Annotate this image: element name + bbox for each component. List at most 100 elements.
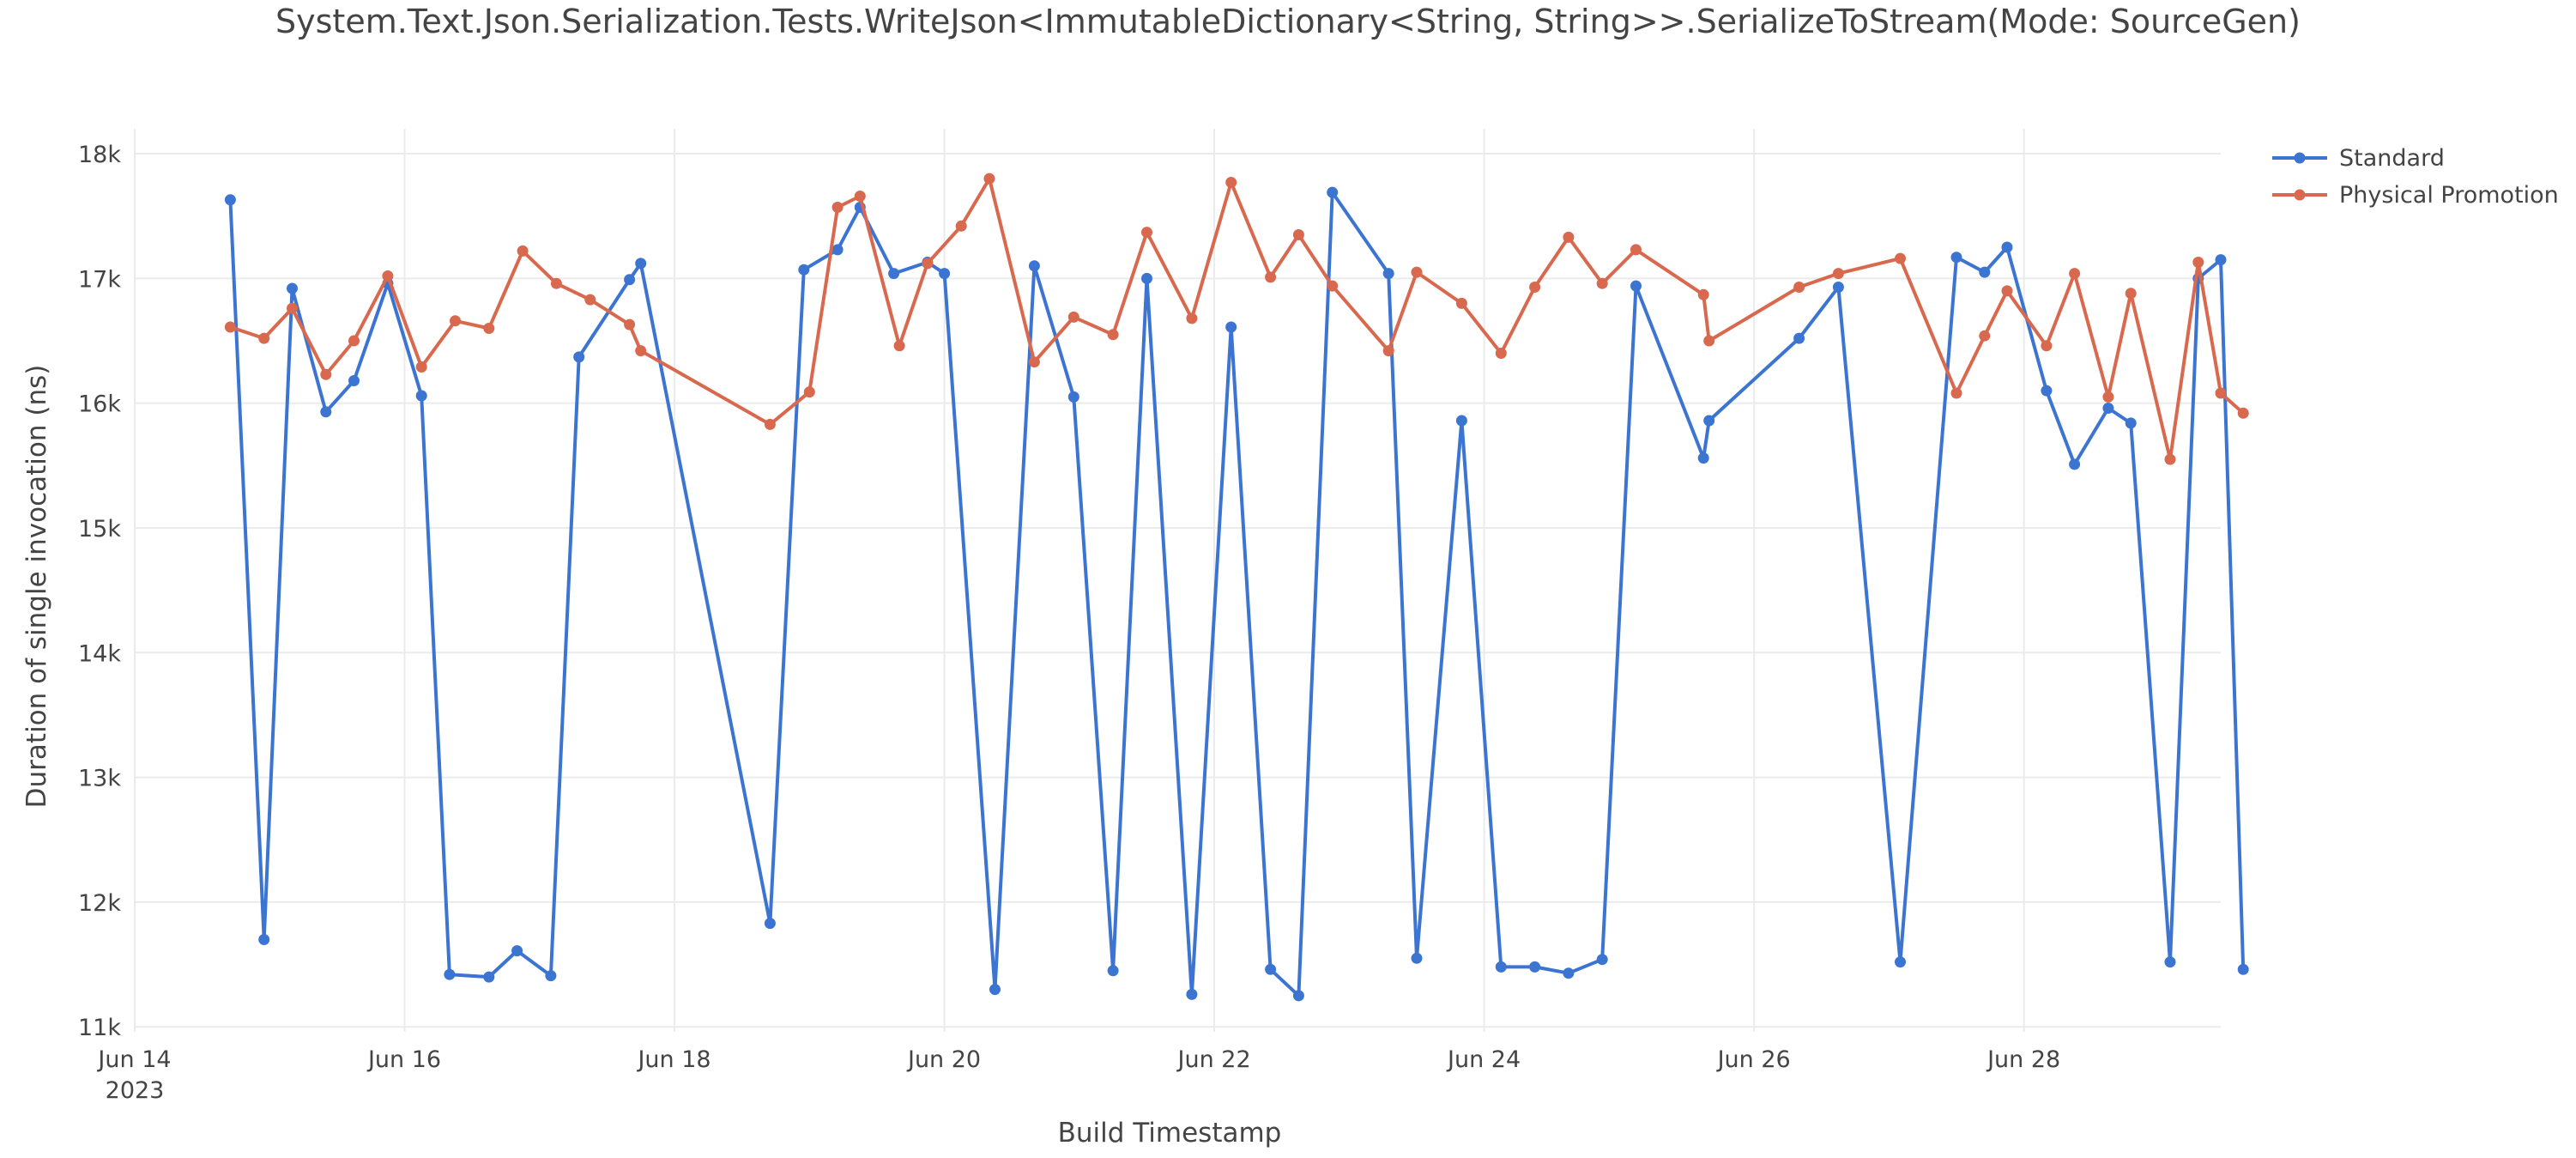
data-point (2069, 458, 2081, 470)
data-point (764, 418, 776, 430)
data-point (545, 970, 557, 982)
data-point (1563, 967, 1575, 979)
y-tick-label: 15k (78, 516, 121, 543)
x-tick-label: Jun 16 (366, 1046, 441, 1073)
data-point (2102, 403, 2114, 414)
data-point (517, 245, 529, 257)
data-point (854, 191, 866, 202)
y-tick-label: 18k (78, 142, 121, 168)
data-point (483, 323, 495, 334)
data-point (1028, 356, 1040, 368)
data-point (1630, 244, 1642, 256)
data-point (1141, 227, 1152, 239)
data-point (1455, 297, 1467, 309)
data-point (1186, 988, 1198, 1000)
data-point (831, 244, 844, 256)
y-tick-label: 16k (78, 391, 121, 418)
data-point (1411, 266, 1423, 278)
data-point (320, 368, 332, 380)
data-point (1225, 177, 1237, 188)
legend-item[interactable]: Standard (2272, 145, 2445, 172)
data-point (2069, 268, 2081, 280)
data-point (1950, 387, 1962, 399)
data-point (2041, 340, 2053, 352)
data-point (1327, 280, 1339, 292)
legend[interactable]: Standard Physical Promotion (2272, 145, 2559, 209)
data-point (1265, 963, 1277, 975)
data-point (1895, 956, 1906, 968)
data-point (624, 274, 636, 286)
y-tick-label: 13k (78, 766, 121, 792)
data-point (2125, 417, 2137, 429)
data-point (348, 375, 360, 386)
data-point (584, 294, 596, 306)
legend-swatch-marker (2294, 189, 2306, 201)
data-point (2001, 241, 2013, 253)
data-point (2215, 387, 2227, 399)
data-point (1067, 311, 1079, 323)
data-point (1950, 252, 1962, 264)
data-point (2215, 254, 2227, 266)
y-tick-label: 14k (78, 640, 121, 667)
x-tick-label: Jun 14 (96, 1046, 171, 1073)
data-point (1895, 252, 1906, 264)
data-point (415, 361, 427, 373)
x-tick-sublabel: 2023 (106, 1077, 165, 1104)
data-point (2237, 407, 2249, 419)
data-point (1141, 272, 1152, 284)
data-point (989, 984, 1001, 996)
x-tick-label: Jun 28 (1986, 1046, 2060, 1073)
legend-item[interactable]: Physical Promotion (2272, 182, 2559, 209)
grid (134, 129, 2221, 1032)
data-point (635, 258, 647, 270)
data-point (1186, 312, 1198, 324)
data-point (2192, 257, 2204, 268)
data-point (550, 277, 562, 289)
data-point (1455, 415, 1467, 427)
data-point (1979, 266, 1991, 278)
data-point (348, 335, 360, 347)
data-point (287, 302, 298, 314)
data-point (983, 173, 995, 185)
series-line (228, 191, 2246, 997)
data-point (1697, 288, 1709, 300)
data-point (287, 282, 298, 294)
x-tick-label: Jun 22 (1176, 1046, 1251, 1073)
data-point (2041, 385, 2053, 397)
data-point (624, 318, 636, 330)
x-tick-label: Jun 20 (906, 1046, 981, 1073)
data-point (955, 220, 967, 232)
series-0 (224, 186, 2249, 1002)
data-point (1411, 952, 1423, 964)
data-point (1107, 329, 1119, 341)
data-point (893, 340, 905, 352)
y-tick-label: 17k (78, 266, 121, 293)
data-point (831, 202, 844, 213)
data-point (1596, 954, 1608, 966)
data-point (939, 268, 951, 280)
data-point (1703, 415, 1715, 427)
data-point (1382, 345, 1394, 357)
data-point (258, 332, 270, 344)
data-point (2125, 288, 2137, 300)
data-point (320, 406, 332, 418)
data-point (1107, 965, 1119, 977)
data-point (1495, 961, 1507, 973)
x-axis-title: Build Timestamp (1058, 1118, 1282, 1149)
data-point (382, 270, 394, 282)
data-point (1529, 282, 1541, 293)
data-point (922, 258, 934, 270)
y-tick-label: 12k (78, 890, 121, 917)
legend-label: Standard (2339, 145, 2445, 172)
data-point (1028, 260, 1040, 272)
data-point (2164, 956, 2176, 968)
series-layer (224, 173, 2249, 1002)
y-tick-label: 11k (78, 1015, 121, 1041)
data-point (483, 971, 495, 983)
data-point (573, 351, 585, 363)
legend-swatch-marker (2294, 152, 2306, 164)
data-point (798, 264, 810, 276)
legend-label: Physical Promotion (2339, 182, 2559, 209)
